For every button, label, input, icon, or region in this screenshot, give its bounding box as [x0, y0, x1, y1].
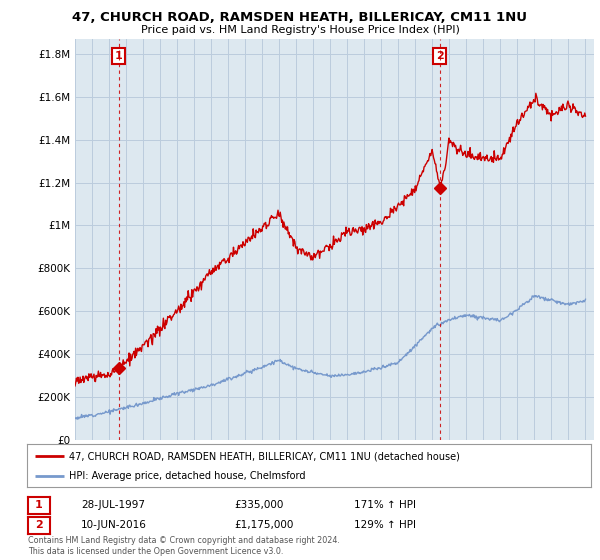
Text: 1: 1: [115, 51, 122, 61]
Text: 47, CHURCH ROAD, RAMSDEN HEATH, BILLERICAY, CM11 1NU (detached house): 47, CHURCH ROAD, RAMSDEN HEATH, BILLERIC…: [70, 451, 460, 461]
Text: 28-JUL-1997: 28-JUL-1997: [81, 500, 145, 510]
Text: £335,000: £335,000: [234, 500, 283, 510]
Text: 1: 1: [35, 500, 43, 510]
Text: Contains HM Land Registry data © Crown copyright and database right 2024.
This d: Contains HM Land Registry data © Crown c…: [28, 536, 340, 556]
Text: 10-JUN-2016: 10-JUN-2016: [81, 520, 147, 530]
Text: 47, CHURCH ROAD, RAMSDEN HEATH, BILLERICAY, CM11 1NU: 47, CHURCH ROAD, RAMSDEN HEATH, BILLERIC…: [73, 11, 527, 24]
Text: 2: 2: [35, 520, 43, 530]
Text: Price paid vs. HM Land Registry's House Price Index (HPI): Price paid vs. HM Land Registry's House …: [140, 25, 460, 35]
Text: 129% ↑ HPI: 129% ↑ HPI: [354, 520, 416, 530]
Text: HPI: Average price, detached house, Chelmsford: HPI: Average price, detached house, Chel…: [70, 472, 306, 482]
Text: 171% ↑ HPI: 171% ↑ HPI: [354, 500, 416, 510]
Text: 2: 2: [436, 51, 444, 61]
Text: £1,175,000: £1,175,000: [234, 520, 293, 530]
